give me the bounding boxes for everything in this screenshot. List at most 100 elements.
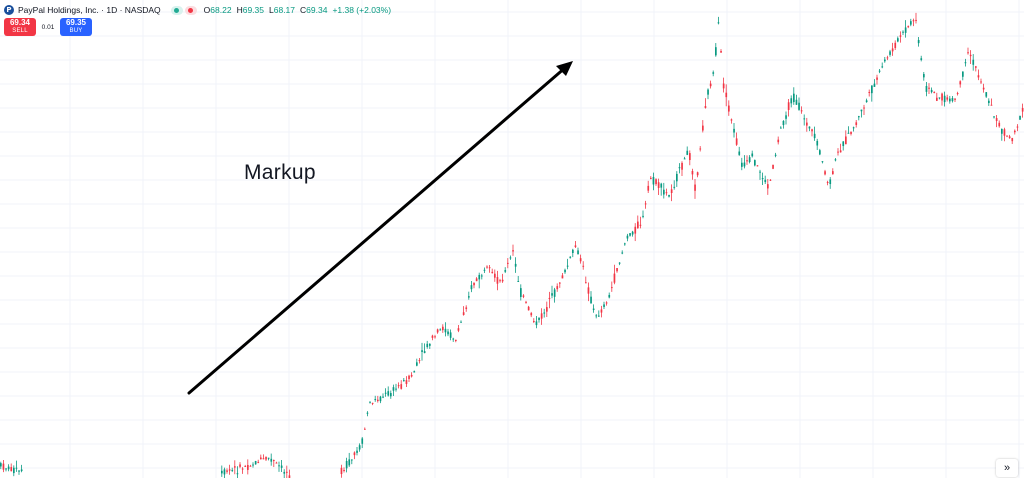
candle-body (910, 21, 912, 25)
candle-body (842, 141, 845, 147)
candle-body (585, 282, 587, 284)
candle-body (917, 39, 920, 44)
spread-value: 0.01 (41, 23, 55, 31)
candle-body (975, 66, 977, 68)
candle-body (767, 184, 769, 189)
candle-body (400, 384, 403, 389)
candle-body (637, 221, 639, 229)
candle-body (657, 182, 660, 188)
candle-body (746, 160, 748, 162)
sell-button[interactable]: 69.34 SELL (4, 18, 36, 36)
candle-body (943, 95, 946, 103)
candle-body (392, 387, 395, 391)
close-label: C (300, 5, 307, 15)
candle-body (964, 62, 967, 64)
candle-body (546, 307, 548, 312)
scroll-to-realtime-button[interactable]: » (996, 459, 1018, 477)
candle-body (748, 157, 751, 163)
symbol-title[interactable]: PayPal Holdings, Inc. · 1D · NASDAQ (18, 5, 161, 15)
candle-body (832, 171, 834, 175)
candle-body (356, 450, 358, 453)
candle-body (780, 127, 782, 129)
candle-body (434, 336, 436, 338)
candle-body (470, 285, 473, 290)
markup-arrow[interactable] (187, 61, 573, 395)
candle-body (509, 257, 512, 259)
candle-body (928, 87, 930, 89)
candle-body (566, 265, 569, 267)
candle-body (1014, 130, 1016, 133)
candle-body (681, 162, 683, 170)
candle-body (455, 339, 457, 342)
candle-body (254, 461, 257, 465)
candle-body (761, 178, 764, 180)
candle-body (468, 296, 470, 298)
candle-body (889, 51, 891, 55)
candle-body (936, 97, 938, 101)
candle-body (618, 262, 621, 264)
candle-body (886, 57, 889, 59)
candle-body (514, 263, 517, 267)
market-open-icon[interactable] (170, 5, 183, 15)
candle-body (985, 92, 988, 97)
candle-series (0, 12, 1024, 478)
candle-body (15, 467, 18, 469)
candle-body (275, 462, 278, 464)
candle-body (907, 26, 910, 28)
candle-body (720, 50, 722, 53)
candle-body (600, 309, 603, 313)
candle-body (816, 140, 819, 146)
candle-body (1003, 129, 1006, 136)
candle-body (951, 98, 954, 102)
candle-body (920, 58, 923, 60)
candle-body (735, 138, 738, 145)
candle-body (686, 150, 689, 155)
candle-body (925, 85, 928, 92)
candle-body (691, 170, 694, 175)
open-label: O (203, 5, 211, 15)
candle-body (286, 471, 288, 473)
candle-body (868, 91, 871, 93)
candle-body (553, 289, 556, 297)
candle-body (704, 106, 707, 108)
candle-body (954, 98, 956, 100)
candle-body (270, 458, 273, 462)
candle-body (512, 250, 514, 252)
candle-body (345, 461, 348, 469)
candle-body (551, 293, 553, 296)
candle-body (374, 399, 377, 401)
candle-body (683, 158, 686, 160)
candle-body (850, 131, 852, 134)
candle-body (819, 150, 821, 155)
candle-body (717, 22, 720, 24)
candle-body (390, 393, 392, 397)
candle-body (1016, 126, 1019, 128)
candle-body (525, 301, 527, 303)
candle-body (431, 335, 434, 338)
candle-body (855, 122, 858, 125)
candle-body (678, 167, 681, 169)
buy-button[interactable]: 69.35 BUY (60, 18, 92, 36)
candle-body (772, 164, 774, 169)
candle-body (574, 245, 577, 247)
candle-body (694, 184, 696, 191)
candle-body (351, 459, 353, 461)
candle-body (517, 280, 520, 282)
candle-body (231, 469, 234, 471)
candle-body (377, 399, 379, 402)
candle-body (738, 151, 741, 155)
double-chevron-right-icon: » (1003, 462, 1011, 474)
data-status-icon[interactable] (184, 5, 197, 15)
candle-body (465, 307, 468, 309)
candle-body (587, 287, 590, 294)
markup-annotation[interactable]: Markup (244, 161, 316, 184)
candle-body (676, 173, 678, 182)
market-status[interactable] (170, 5, 197, 15)
change-value: +1.38 (+2.03%) (332, 5, 392, 15)
candle-body (278, 465, 280, 467)
candle-body (956, 93, 959, 95)
candle-body (949, 98, 951, 102)
